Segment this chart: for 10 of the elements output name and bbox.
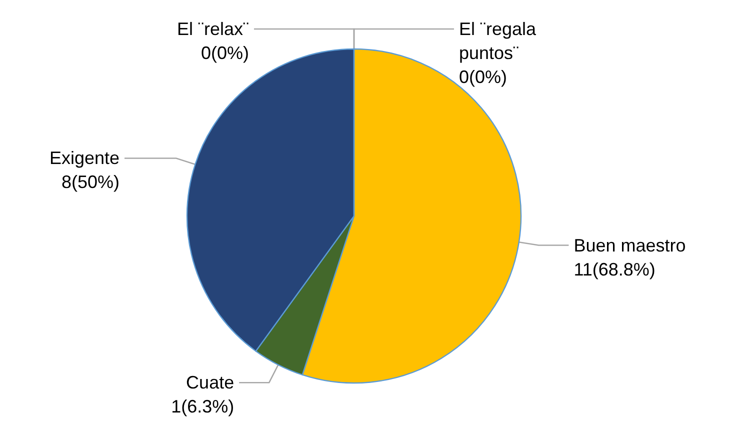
slice-label: Exigente	[49, 148, 120, 168]
slice-label: Buen maestro	[574, 235, 686, 256]
text: 0(0%)	[459, 67, 508, 87]
category-label: El ¨relax¨	[176, 19, 249, 39]
category-label: El ¨regala puntos¨	[459, 19, 536, 63]
data-label: 8(50%)	[61, 172, 120, 192]
text: 0(0%)	[200, 43, 249, 63]
slice-label: Cuate	[186, 372, 234, 393]
data-label: 1(6.3%)	[171, 396, 234, 417]
data-label: 11(68.8%)	[574, 259, 656, 280]
